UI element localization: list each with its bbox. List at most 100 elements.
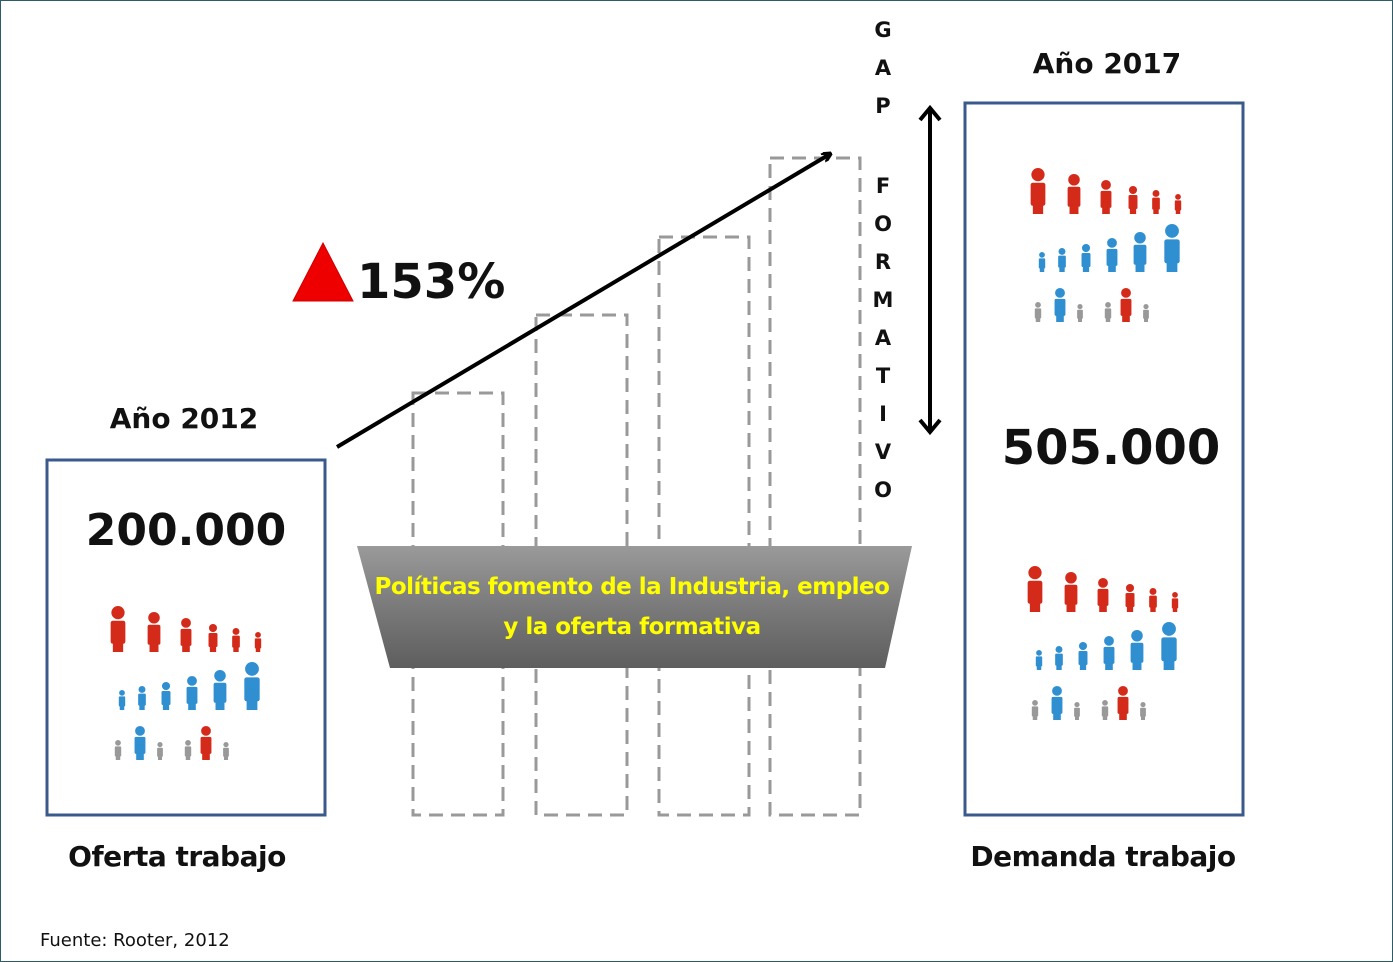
- person-part: [136, 744, 144, 760]
- person-part: [112, 631, 124, 652]
- person-part: [157, 742, 163, 748]
- person-part: [1102, 711, 1108, 720]
- person-part: [214, 670, 226, 682]
- person-part: [1101, 180, 1111, 190]
- person-part: [1153, 203, 1159, 214]
- person-part: [1107, 238, 1117, 248]
- person-part: [1077, 304, 1083, 310]
- growth: 153%: [357, 254, 506, 310]
- person-part: [1077, 313, 1083, 322]
- person-part: [1039, 252, 1045, 258]
- person-part: [1125, 584, 1135, 593]
- person-part: [209, 639, 217, 652]
- person-part: [1118, 686, 1128, 696]
- source: Fuente: Rooter, 2012: [40, 930, 230, 951]
- person-part: [1102, 700, 1108, 706]
- person-part: [1149, 588, 1157, 595]
- person-part: [1069, 196, 1079, 214]
- right-year: Año 2017: [1032, 47, 1182, 80]
- person-part: [1121, 288, 1131, 298]
- banner-line: y la oferta formativa: [503, 614, 761, 640]
- person-part: [1056, 306, 1064, 322]
- person-part: [1122, 306, 1130, 322]
- person-part: [1143, 313, 1149, 322]
- person-part: [1129, 201, 1137, 214]
- person-part: [1056, 659, 1062, 670]
- person-part: [1128, 186, 1138, 195]
- right-value: 505.000: [1001, 420, 1221, 476]
- person-part: [255, 643, 261, 652]
- person-part: [1105, 313, 1111, 322]
- person-part: [1132, 652, 1142, 670]
- person-part: [139, 699, 145, 710]
- right-caption: Demanda trabajo: [970, 840, 1236, 873]
- person-part: [223, 742, 229, 748]
- person-part: [1102, 198, 1110, 214]
- person-part: [1108, 256, 1116, 272]
- person-part: [1074, 711, 1080, 720]
- person-part: [1081, 244, 1091, 253]
- person-part: [1055, 288, 1065, 298]
- person-part: [233, 641, 239, 652]
- people-icons: [110, 168, 1182, 760]
- person-part: [135, 726, 145, 736]
- person-part: [1175, 194, 1181, 200]
- person-part: [181, 618, 191, 628]
- person-part: [1053, 704, 1061, 720]
- person-part: [232, 628, 240, 635]
- person-part: [1152, 190, 1160, 197]
- person-part: [201, 726, 211, 736]
- person-part: [115, 740, 121, 746]
- person-part: [202, 744, 210, 760]
- person-part: [1032, 700, 1038, 706]
- person-part: [1119, 704, 1127, 720]
- person-part: [1035, 302, 1041, 308]
- person-part: [119, 701, 125, 710]
- left-caption: Oferta trabajo: [68, 840, 286, 873]
- banner: [357, 546, 912, 668]
- person-part: [1098, 578, 1108, 588]
- person-part: [148, 612, 160, 624]
- person-part: [111, 606, 125, 620]
- person-part: [1163, 648, 1175, 670]
- person-part: [1066, 594, 1076, 612]
- person-part: [1052, 686, 1062, 696]
- person-part: [223, 751, 229, 760]
- person-part: [1078, 642, 1088, 651]
- person-part: [1058, 248, 1066, 255]
- person-part: [1036, 650, 1042, 656]
- person-part: [119, 690, 125, 696]
- person-part: [1162, 622, 1176, 636]
- person-part: [1068, 174, 1080, 186]
- person-part: [1105, 654, 1113, 670]
- person-part: [1143, 304, 1149, 310]
- person-part: [1082, 259, 1090, 272]
- person-part: [1059, 261, 1065, 272]
- person-part: [157, 751, 163, 760]
- person-part: [1079, 657, 1087, 670]
- person-part: [1126, 599, 1134, 612]
- banner-line: Políticas fomento de la Industria, emple…: [374, 574, 890, 600]
- person-part: [255, 632, 261, 638]
- person-part: [1175, 205, 1181, 214]
- person-part: [1105, 302, 1111, 308]
- person-part: [1074, 702, 1080, 708]
- person-part: [162, 697, 170, 710]
- person-part: [215, 692, 225, 710]
- person-part: [161, 682, 171, 691]
- person-part: [1029, 591, 1041, 612]
- person-part: [149, 634, 159, 652]
- person-part: [1134, 232, 1146, 244]
- left-year: Año 2012: [109, 402, 259, 435]
- person-part: [1028, 566, 1042, 580]
- person-part: [1099, 596, 1107, 612]
- person-part: [1065, 572, 1077, 584]
- left-value: 200.000: [85, 505, 287, 556]
- person-part: [185, 751, 191, 760]
- person-part: [1035, 313, 1041, 322]
- up-triangle: [292, 241, 354, 302]
- growth-arrow: [335, 154, 830, 449]
- person-part: [188, 694, 196, 710]
